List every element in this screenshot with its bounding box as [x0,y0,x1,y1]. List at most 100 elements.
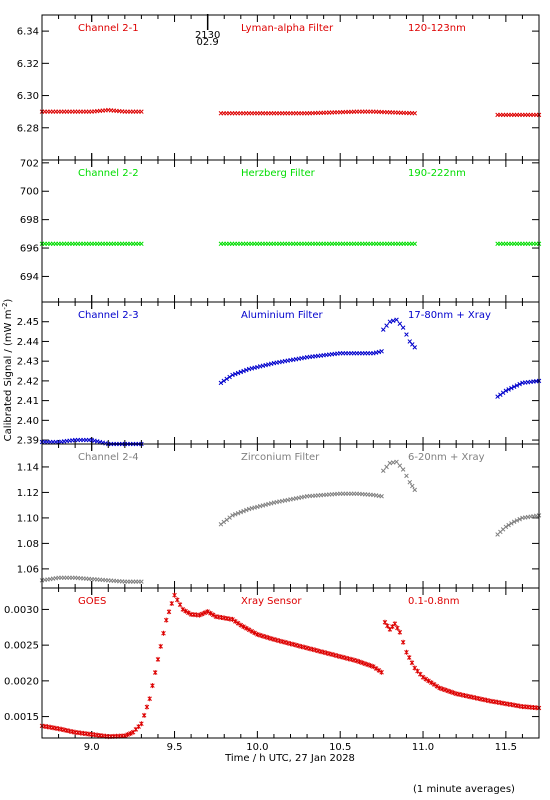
panel-channel-label: Channel 2-2 [78,168,139,179]
data-point [509,385,514,391]
data-series-segment [218,241,418,247]
data-point [412,241,418,247]
y-tick-label: 1.06 [17,564,39,575]
data-point [384,323,389,328]
data-point [511,384,517,390]
data-point [224,376,229,382]
panel-channel-label: Channel 2-4 [78,452,139,463]
y-tick-label: 698 [20,215,39,226]
data-point [517,516,522,522]
panel-channel-label: GOES [78,596,106,607]
data-point [394,317,399,323]
data-series-segment [39,107,144,114]
panel-filter-label: Xray Sensor [241,596,302,607]
data-point [511,519,517,524]
data-point [233,371,238,377]
data-point [445,688,451,694]
y-tick-label: 2.43 [17,357,39,368]
data-point [139,109,144,114]
y-tick-label: 6.32 [17,59,39,70]
data-point [412,111,418,116]
data-point [412,487,418,493]
panel-wavelength-label: 120-123nm [408,23,466,34]
data-point [381,468,386,474]
y-tick-label: 1.08 [17,539,39,550]
data-point [384,464,389,470]
panel-filter-label: Zirconium Filter [241,452,320,463]
data-point [400,467,406,472]
y-tick-label: 2.45 [17,317,39,328]
data-point [376,667,382,673]
x-tick-label: 11.5 [495,742,517,753]
data-point [379,349,384,354]
data-point [387,319,393,324]
data-point [235,370,241,376]
data-point [208,610,213,616]
panel-filter-label: Herzberg Filter [241,168,316,179]
data-point [423,676,429,682]
y-tick-label: 2.44 [17,337,39,348]
data-point [144,704,150,710]
data-series-segment [495,378,542,399]
data-point [404,473,409,479]
y-tick-label: 6.34 [17,27,39,38]
time-marker-label-bottom: 02.9 [197,37,219,48]
data-point [426,678,431,684]
panel-filter-label: Aluminium Filter [241,310,324,321]
chart-panel-2: 694 696 698 700 702 Channel 2-2 Herzberg Filte… [20,158,542,302]
data-point [175,597,180,603]
y-tick-label: 6.28 [17,123,39,134]
data-point [244,625,249,631]
data-point [387,460,393,466]
data-point [400,325,406,330]
data-series-segment [495,241,542,247]
data-point [498,392,503,397]
data-point [495,394,500,399]
panel-wavelength-label: 190-222nm [408,168,466,179]
data-point [448,689,453,695]
data-point [152,670,158,676]
data-point [128,730,133,736]
data-point [357,659,362,665]
data-series-segment [495,112,542,118]
data-point [233,512,238,517]
data-point [410,483,415,489]
data-point [400,639,406,645]
data-point [221,378,227,384]
y-tick-label: 696 [20,244,39,255]
data-point [365,662,371,668]
data-point [514,383,520,388]
panel-frame [41,14,540,161]
data-point [373,665,379,671]
data-point [235,620,241,626]
chart-panel-3: 2.39 2.40 2.41 2.42 2.43 2.44 2.45 Channel 2-3 A… [17,302,542,447]
data-series-segment [39,241,144,247]
data-point [230,372,235,378]
data-point [244,367,249,373]
data-point [246,627,252,633]
data-point [394,459,399,465]
x-tick-label: 10.0 [246,742,268,753]
data-point [163,617,169,623]
data-point [183,608,188,614]
y-tick-label: 702 [20,158,39,169]
panel-wavelength-label: 0.1-0.8nm [408,596,460,607]
data-point [442,687,448,693]
data-point [407,479,413,485]
data-point [172,592,177,598]
y-tick-label: 1.12 [17,488,39,499]
data-series-segment [382,619,542,711]
data-point [431,681,437,687]
data-series-segment [218,491,384,527]
panel-wavelength-label: 6-20nm + Xray [408,452,485,463]
data-point [385,623,390,629]
data-point [503,388,509,394]
data-point [139,579,144,584]
data-point [382,619,388,625]
data-point [360,660,365,666]
x-tick-label: 10.5 [329,742,351,753]
data-point [379,669,384,675]
data-point [434,683,440,689]
data-point [409,660,415,666]
